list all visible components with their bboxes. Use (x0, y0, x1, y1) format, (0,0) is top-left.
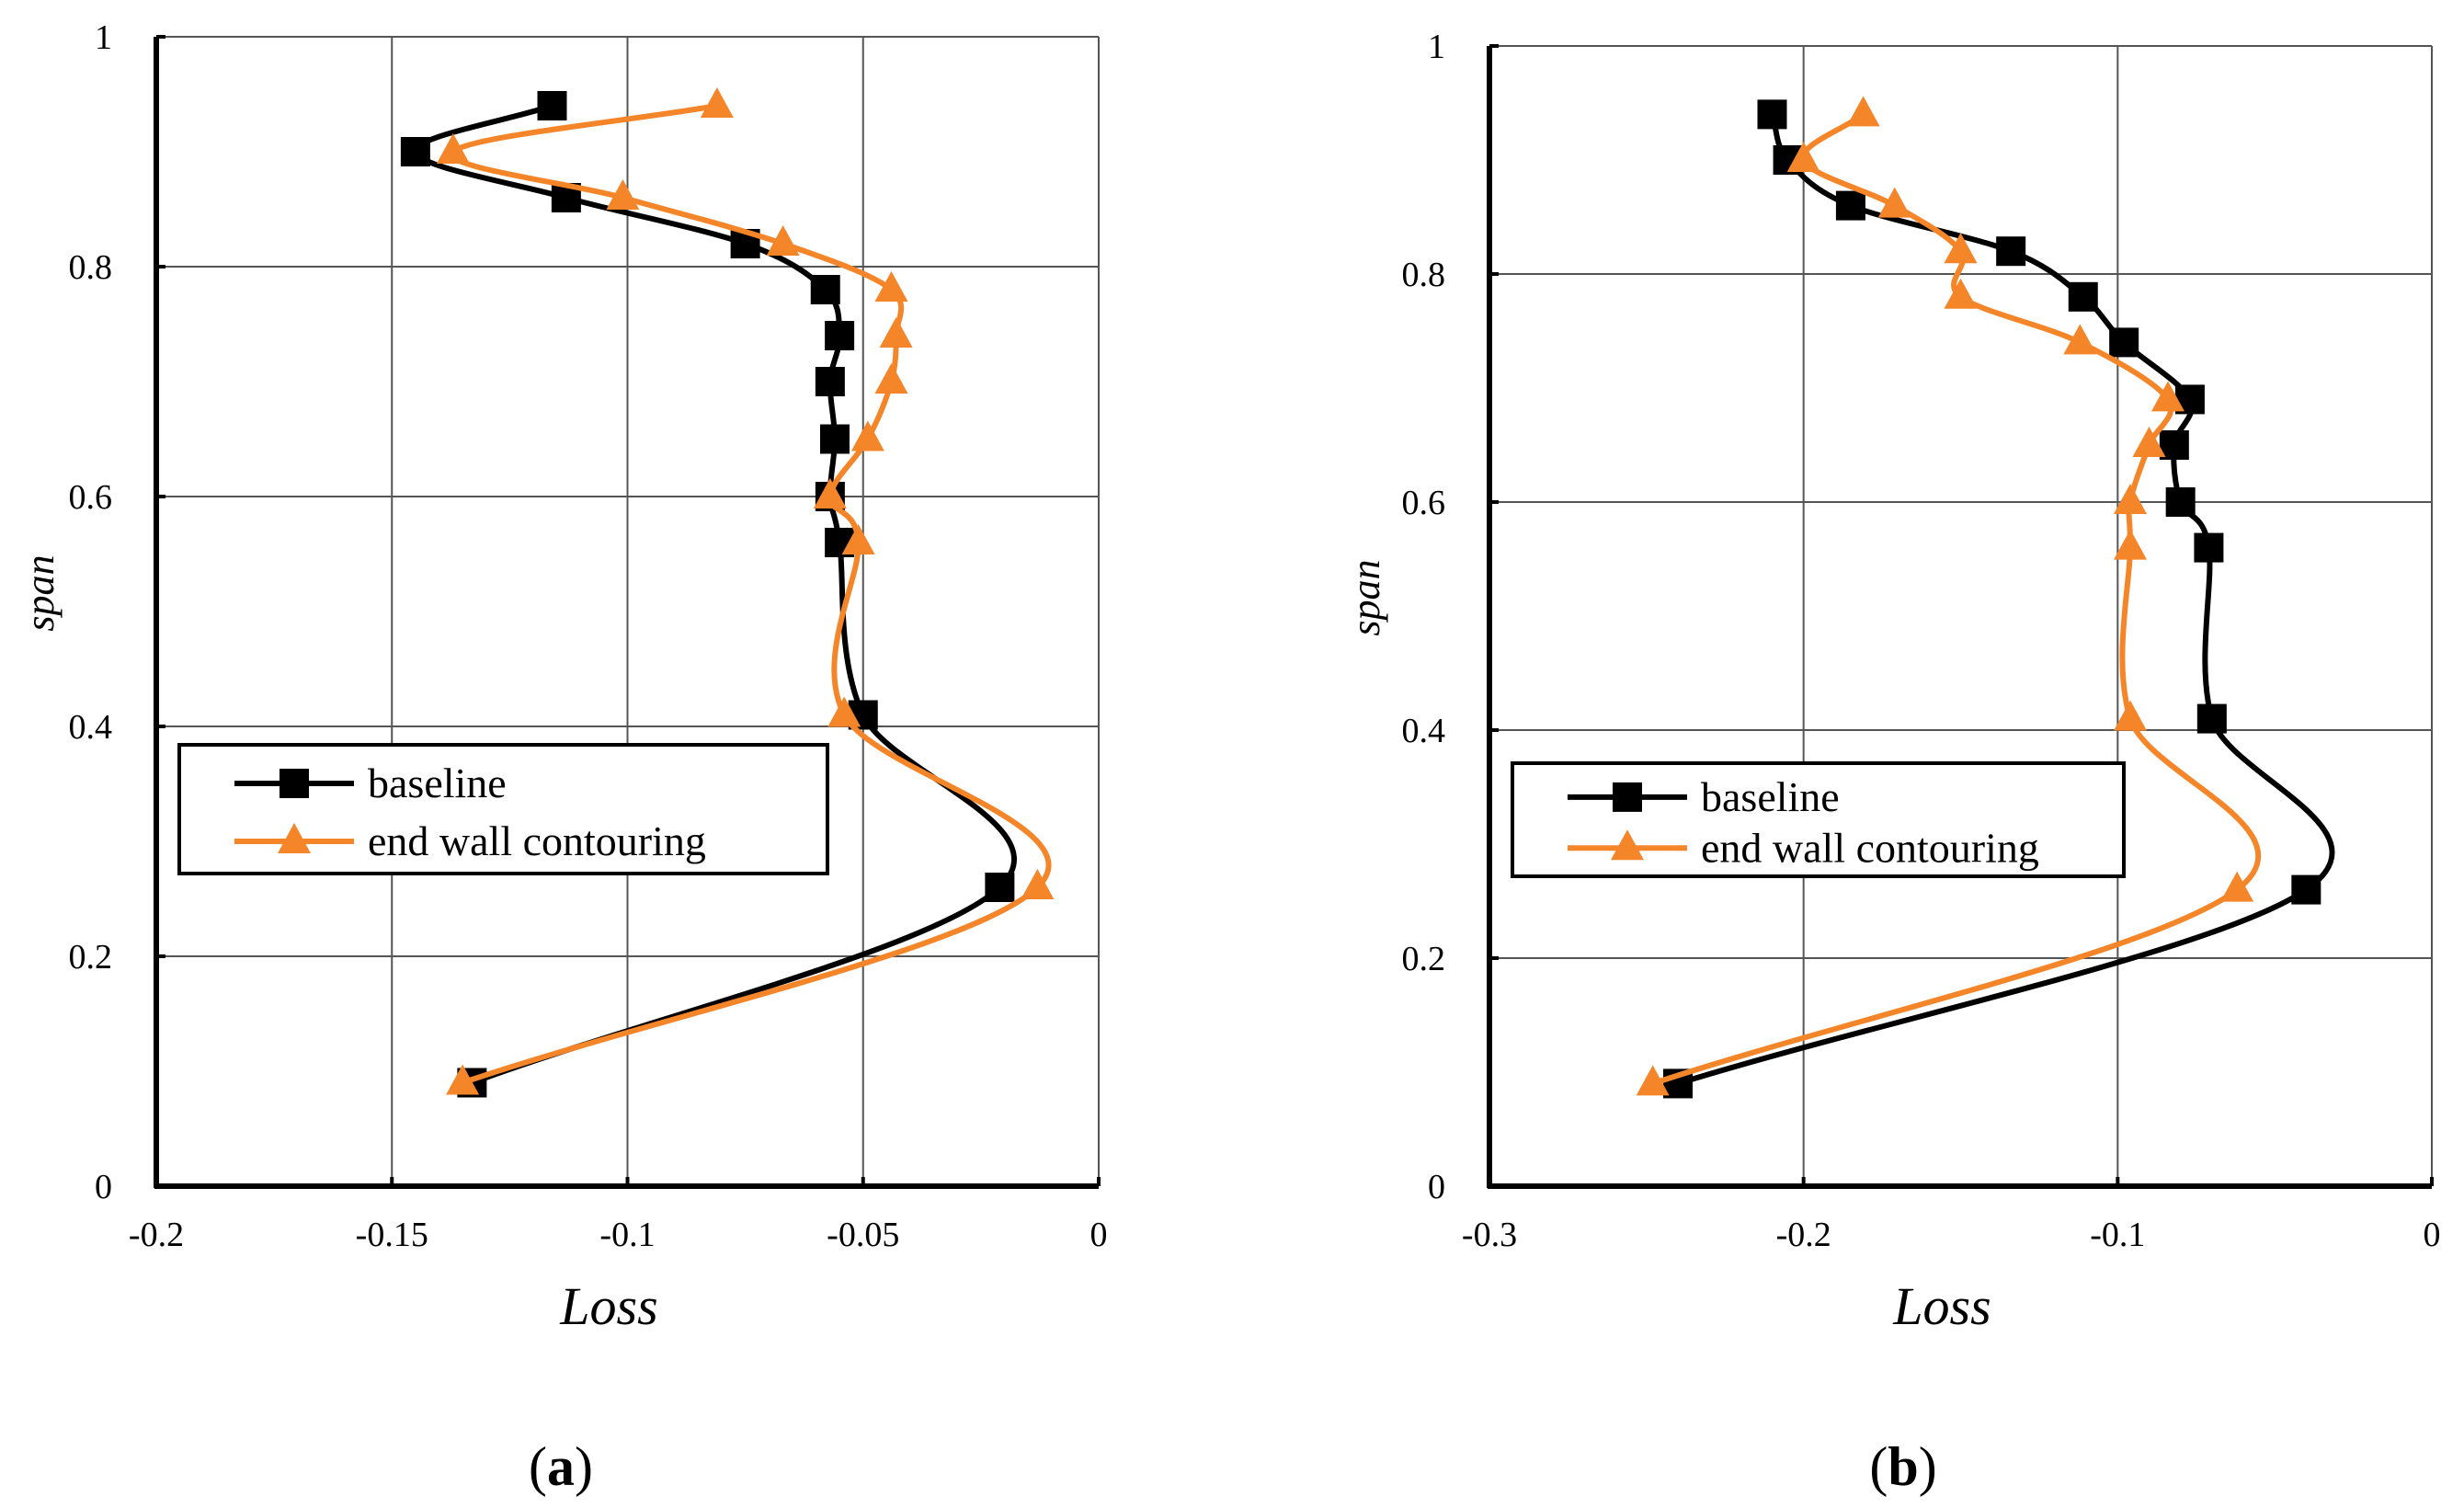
panel-label: (b) (1869, 1436, 1936, 1497)
series-end-wall-contouring (1636, 96, 2262, 1096)
data-point-triangle (874, 271, 908, 302)
data-point-square (810, 275, 840, 304)
data-point-triangle (2063, 324, 2097, 355)
legend-label: end wall contouring (1701, 824, 2039, 871)
x-tick-label: -0.2 (129, 1216, 184, 1254)
legend-marker-square (1613, 782, 1642, 812)
y-axis-title: span (1343, 559, 1388, 635)
data-point-square (2291, 874, 2321, 905)
x-tick-label: 0 (1090, 1216, 1108, 1254)
x-tick-label: -0.1 (599, 1216, 655, 1254)
y-tick-label: 0.2 (1402, 940, 1446, 978)
data-point-triangle (446, 1064, 480, 1095)
data-point-square (537, 91, 567, 120)
x-tick-label: 0 (2424, 1216, 2441, 1254)
data-point-square (2068, 281, 2098, 312)
legend-label: baseline (1701, 773, 1840, 820)
legend: baseline end wall contouring (177, 743, 829, 875)
chart-panel-b: -0.3 -0.2 -0.1 0 0 0.2 0.4 0.6 0.8 1 Loss span basel… (1343, 28, 2441, 1497)
y-tick-label: 0.4 (69, 708, 113, 747)
data-point-square (2196, 703, 2227, 734)
data-point-triangle (1877, 187, 1911, 218)
series-baseline (1663, 99, 2335, 1099)
data-point-triangle (879, 317, 913, 348)
y-axis-title: span (17, 554, 63, 631)
data-point-triangle (850, 420, 884, 451)
panel-label-letter: b (1888, 1436, 1918, 1497)
data-point-triangle (813, 478, 847, 508)
data-point-triangle (436, 133, 470, 164)
y-tick-label: 1 (1428, 28, 1445, 66)
series-end-wall-contouring (436, 87, 1055, 1095)
data-point-triangle (2151, 381, 2185, 412)
data-point-triangle (766, 225, 800, 256)
panel-label-close: ) (575, 1436, 593, 1497)
data-point-triangle (1021, 869, 1055, 899)
panel-label-open: ( (1869, 1436, 1888, 1497)
chart-panel-a: -0.2 -0.15 -0.1 -0.05 0 0 0.2 0.4 0.6 0.8 1 Loss spa… (17, 18, 1108, 1497)
panel-label-close: ) (1919, 1436, 1937, 1497)
x-tick-label: -0.15 (356, 1216, 428, 1254)
x-tick-label: -0.2 (1776, 1216, 1831, 1254)
data-point-triangle (1944, 233, 1978, 264)
panel-label-letter: a (547, 1436, 575, 1497)
y-tick-label: 0.6 (1402, 484, 1446, 522)
data-point-triangle (827, 696, 861, 727)
panel-label-open: ( (529, 1436, 547, 1497)
legend-label: baseline (368, 760, 507, 806)
panel-label: (a) (529, 1436, 593, 1497)
x-tick-label: -0.05 (827, 1216, 899, 1254)
legend-marker-triangle (278, 823, 311, 853)
data-point-triangle (1636, 1065, 1670, 1096)
y-tick-label: 0 (1428, 1168, 1445, 1206)
data-point-square (1835, 190, 1865, 221)
data-point-square (400, 137, 430, 166)
x-axis-title: Loss (1892, 1276, 1991, 1336)
data-point-square (1996, 236, 2026, 267)
legend-marker-triangle (1611, 829, 1644, 861)
data-point-triangle (2220, 871, 2254, 902)
y-tick-label: 0.4 (1402, 712, 1446, 750)
x-tick-label: -0.1 (2090, 1216, 2145, 1254)
data-point-triangle (1786, 142, 1820, 172)
data-point-triangle (2114, 529, 2147, 560)
data-point-triangle (700, 87, 734, 118)
y-tick-label: 0 (95, 1168, 112, 1206)
data-point-square (1757, 99, 1787, 130)
y-tick-label: 1 (95, 18, 112, 57)
data-point-triangle (606, 179, 640, 210)
y-tick-label: 0.6 (69, 478, 113, 517)
data-point-triangle (874, 363, 908, 394)
data-point-square (985, 873, 1015, 902)
y-tick-label: 0.2 (69, 938, 113, 977)
data-point-triangle (1846, 96, 1880, 127)
data-point-square (2194, 532, 2224, 563)
y-tick-label: 0.8 (1402, 256, 1446, 294)
y-tick-label: 0.8 (69, 248, 113, 287)
data-point-triangle (2114, 484, 2147, 514)
data-point-triangle (2132, 427, 2166, 457)
legend-label: end wall contouring (368, 817, 706, 864)
x-axis-title: Loss (559, 1276, 657, 1336)
data-point-triangle (841, 524, 875, 554)
legend-marker-square (279, 769, 309, 798)
data-point-triangle (2114, 700, 2147, 731)
data-point-square (825, 321, 855, 350)
data-point-square (820, 424, 850, 454)
series-line (449, 103, 1052, 1086)
data-point-triangle (1944, 278, 1978, 309)
data-point-square (2165, 487, 2196, 517)
data-point-square (2109, 327, 2139, 358)
x-tick-label: -0.3 (1462, 1216, 1517, 1254)
data-point-square (815, 367, 845, 396)
